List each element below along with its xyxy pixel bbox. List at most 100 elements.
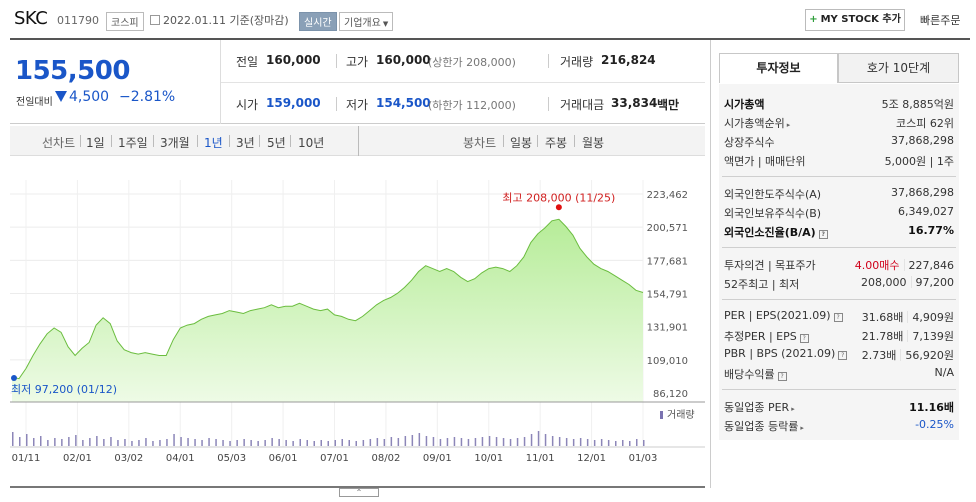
period-1w[interactable]: 1주일 <box>118 136 148 150</box>
opinion-value: 4.00매수 <box>854 259 900 272</box>
volume-bar <box>439 439 442 446</box>
volume-bar <box>355 441 357 446</box>
volume-bar <box>250 440 252 446</box>
help-icon[interactable]: ? <box>833 313 843 322</box>
panel-divider <box>722 247 956 248</box>
volume-bar <box>432 437 435 446</box>
volume-bar <box>425 436 428 446</box>
volume-bar <box>376 438 379 446</box>
help-icon[interactable]: ? <box>799 334 809 343</box>
week52-low: 97,200 <box>915 276 955 289</box>
bps-value: 56,920원 <box>905 349 954 362</box>
amount-unit: 백만 <box>657 98 680 112</box>
stock-name: SKC <box>14 8 48 29</box>
panel-divider <box>722 299 956 300</box>
high-label: 고가 <box>346 55 369 69</box>
line-chart-label: 선차트 <box>42 136 76 150</box>
volume-bar <box>558 437 561 446</box>
collapse-toggle-button[interactable]: ⌃ <box>339 488 379 497</box>
market-cap-row: 시가총액 5조 8,885억원 <box>724 96 954 114</box>
invest-info-panel <box>710 40 970 488</box>
row-label: 외국인소진율(B/A)? <box>724 224 828 240</box>
chart-bottom-border <box>10 486 705 488</box>
x-tick-label: 12/01 <box>577 453 606 464</box>
per-eps-row: PER | EPS(2021.09)? 31.68배 4,909원 <box>724 309 954 327</box>
separator <box>910 276 912 288</box>
panel-divider <box>722 389 956 390</box>
volume-bar <box>313 441 315 446</box>
tab-invest-info[interactable]: 투자정보 <box>719 53 838 83</box>
candle-daily[interactable]: 일봉 <box>510 136 533 150</box>
volume-bar <box>145 438 147 446</box>
row-label: 추정PER | EPS? <box>724 328 809 344</box>
period-3m[interactable]: 3개월 <box>160 136 190 150</box>
row-label-text: PBR | BPS (2021.09) <box>724 347 836 360</box>
prev-close-value: 160,000 <box>266 53 321 67</box>
volume-legend: 거래량 <box>667 409 695 421</box>
volume-bar <box>222 440 224 446</box>
volume-bar <box>236 440 238 446</box>
volume-value: 216,824 <box>601 53 656 67</box>
row-label: 시가총액 <box>724 98 765 111</box>
separator <box>197 135 198 147</box>
volume-bar <box>208 438 210 446</box>
x-tick-label: 03/02 <box>114 453 143 464</box>
plus-icon: + <box>809 14 818 25</box>
industry-change-row[interactable]: 동일업종 등락률 ▸ -0.25% <box>724 418 954 436</box>
chevron-right-icon: ▸ <box>791 405 795 413</box>
volume-bar <box>306 440 308 446</box>
date-suffix: 기준(장마감) <box>229 14 289 27</box>
down-arrow-icon <box>55 91 67 102</box>
volume-bar <box>96 436 98 446</box>
period-10y[interactable]: 10년 <box>298 136 325 150</box>
period-5y[interactable]: 5년 <box>267 136 286 150</box>
realtime-button[interactable]: 실시간 <box>299 12 337 31</box>
help-icon[interactable]: ? <box>838 351 848 360</box>
market-cap-rank-row[interactable]: 시가총액순위 ▸ 코스피 62위 <box>724 115 954 133</box>
low-value: 154,500 <box>376 96 431 110</box>
volume-bar <box>593 440 596 446</box>
price-chart[interactable]: 223,462 200,571 177,681 154,791 131,901 109,0… <box>10 180 705 470</box>
volume-bar <box>327 441 329 446</box>
volume-bar <box>341 439 343 446</box>
company-info-dropdown[interactable]: 기업개요 ▼ <box>339 12 394 31</box>
volume-bar <box>572 439 575 446</box>
chevron-right-icon: ▸ <box>800 424 804 432</box>
period-1y[interactable]: 1년 <box>204 136 223 150</box>
row-label-text: 시가총액순위 <box>724 117 785 130</box>
candle-monthly[interactable]: 월봉 <box>582 136 605 150</box>
separator <box>259 135 260 147</box>
x-tick-label: 06/01 <box>269 453 298 464</box>
separator <box>903 259 905 271</box>
row-value: 4.00매수 227,846 <box>855 257 954 273</box>
industry-per-row[interactable]: 동일업종 PER ▸ 11.16배 <box>724 399 954 417</box>
volume-bar <box>47 440 49 446</box>
help-icon[interactable]: ? <box>818 230 828 239</box>
volume-bar <box>75 435 77 446</box>
quote-divider <box>220 40 221 124</box>
x-axis-labels: 01/11 02/01 03/02 04/01 05/03 06/01 07/01 08/02… <box>12 453 658 464</box>
volume-bar <box>334 440 336 446</box>
help-icon[interactable]: ? <box>777 372 787 381</box>
base-date: 2022.01.11 기준(장마감) <box>150 12 289 28</box>
volume-bar <box>117 440 119 446</box>
volume-bar <box>138 440 140 446</box>
volume-bar <box>643 440 645 446</box>
row-label: 액면가 | 매매단위 <box>724 155 806 168</box>
quick-order-button[interactable]: 빠른주문 <box>920 14 961 27</box>
separator <box>111 135 112 147</box>
header-divider <box>10 38 970 40</box>
period-1d[interactable]: 1일 <box>86 136 105 150</box>
row-value: 2.73배 56,920원 <box>862 347 954 363</box>
tab-order-book[interactable]: 호가 10단계 <box>838 53 959 83</box>
row-value: 11.16배 <box>909 401 954 414</box>
volume-bar <box>544 434 547 446</box>
volume-bars <box>12 431 645 446</box>
volume-bar <box>369 439 372 446</box>
period-3y[interactable]: 3년 <box>236 136 255 150</box>
my-stock-add-button[interactable]: + MY STOCK 추가 <box>805 9 905 31</box>
volume-bar <box>390 437 393 446</box>
low-label: 저가 <box>346 98 369 112</box>
y-tick-label: 154,791 <box>647 290 688 301</box>
candle-weekly[interactable]: 주봉 <box>545 136 568 150</box>
